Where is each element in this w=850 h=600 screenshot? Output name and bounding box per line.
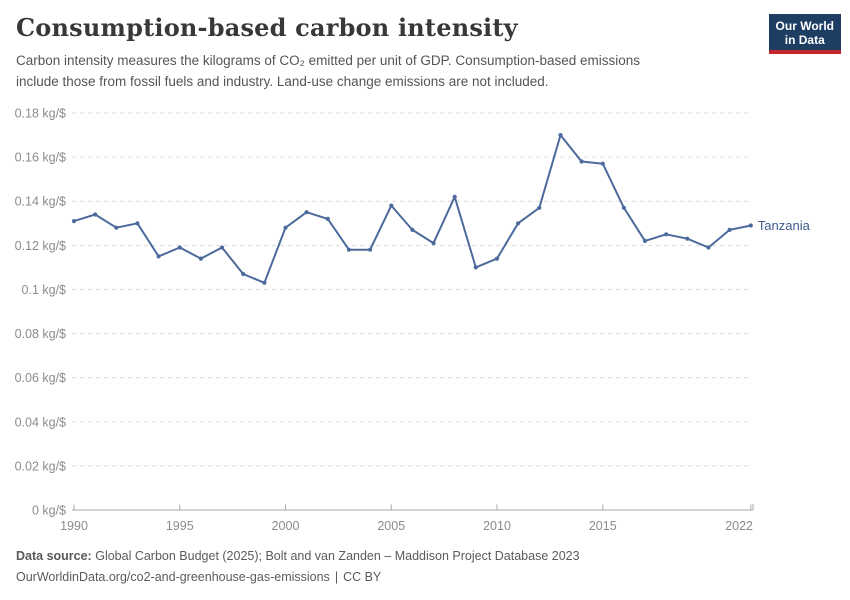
data-point[interactable] (600, 161, 605, 166)
data-point[interactable] (748, 223, 753, 228)
x-axis-tick-label: 1990 (60, 519, 88, 533)
owid-url-link[interactable]: OurWorldinData.org/co2-and-greenhouse-ga… (16, 570, 330, 584)
y-axis-tick-label: 0.12 kg/$ (15, 239, 66, 253)
data-point[interactable] (241, 271, 246, 277)
y-axis-tick-label: 0.14 kg/$ (15, 195, 66, 209)
data-point[interactable] (410, 227, 415, 232)
data-point[interactable] (664, 232, 669, 237)
chart-subtitle: Carbon intensity measures the kilograms … (16, 50, 640, 92)
owid-logo-line-2: in Data (784, 33, 825, 47)
page-title: Consumption-based carbon intensity (16, 13, 518, 42)
data-point[interactable] (304, 210, 309, 215)
owid-logo-line-1: Our World (775, 19, 834, 33)
data-point[interactable] (452, 194, 457, 199)
data-point[interactable] (706, 245, 711, 250)
data-point[interactable] (431, 241, 436, 246)
data-point[interactable] (93, 212, 98, 217)
y-axis-tick-label: 0.16 kg/$ (15, 151, 66, 165)
data-point[interactable] (135, 221, 140, 226)
data-point[interactable] (685, 236, 690, 241)
x-axis-tick-label: 2005 (377, 519, 405, 533)
data-point[interactable] (177, 245, 182, 250)
license-label: CC BY (343, 570, 382, 584)
data-point[interactable] (537, 205, 542, 210)
x-axis-tick-label: 1995 (166, 519, 194, 533)
data-point[interactable] (346, 247, 351, 252)
y-axis-tick-label: 0.08 kg/$ (15, 327, 66, 341)
y-axis-tick-label: 0 kg/$ (32, 504, 66, 518)
y-axis-tick-label: 0.18 kg/$ (15, 107, 66, 121)
data-point[interactable] (473, 265, 478, 270)
y-axis-tick-label: 0.06 kg/$ (15, 371, 66, 385)
y-axis-tick-label: 0.02 kg/$ (15, 459, 66, 473)
data-source-line: Data source: Global Carbon Budget (2025)… (16, 546, 580, 567)
data-point[interactable] (727, 227, 732, 232)
data-point[interactable] (621, 205, 627, 210)
data-source-text: Global Carbon Budget (2025); Bolt and va… (95, 549, 580, 563)
carbon-intensity-line-chart: 0 kg/$ 0.02 kg/$ 0.04 kg/$ 0.06 kg/$ 0.08 kg… (15, 107, 811, 534)
data-point[interactable] (389, 203, 394, 208)
data-point[interactable] (579, 159, 584, 164)
subtitle-line-2: include those from fossil fuels and indu… (16, 74, 549, 89)
x-axis-tick-label: 2022 (725, 519, 753, 533)
data-point[interactable] (325, 216, 330, 221)
x-axis-tick-label: 2015 (589, 519, 617, 533)
subtitle-line-1: Carbon intensity measures the kilograms … (16, 53, 641, 68)
data-point[interactable] (219, 245, 225, 250)
data-point[interactable] (198, 256, 203, 261)
data-point[interactable] (494, 256, 500, 261)
chart-footer: Data source: Global Carbon Budget (2025)… (16, 546, 580, 588)
x-axis-tick-label: 2000 (272, 519, 300, 533)
attribution-line: OurWorldinData.org/co2-and-greenhouse-ga… (16, 567, 580, 588)
data-point[interactable] (642, 238, 648, 243)
series-label-tanzania[interactable]: Tanzania (758, 218, 811, 233)
data-point[interactable] (368, 247, 373, 252)
y-axis-tick-label: 0.1 kg/$ (22, 283, 67, 297)
data-point[interactable] (156, 254, 161, 259)
data-point[interactable] (262, 280, 267, 285)
data-point[interactable] (71, 219, 77, 224)
y-axis-tick-label: 0.04 kg/$ (15, 415, 66, 429)
data-point[interactable] (114, 225, 119, 230)
data-source-label: Data source: (16, 549, 92, 563)
data-point[interactable] (516, 221, 521, 226)
footer-separator: | (334, 570, 339, 584)
owid-logo[interactable]: Our World in Data (768, 14, 841, 54)
data-point[interactable] (558, 133, 563, 138)
x-axis-tick-label: 2010 (483, 519, 511, 533)
data-point[interactable] (283, 225, 288, 230)
